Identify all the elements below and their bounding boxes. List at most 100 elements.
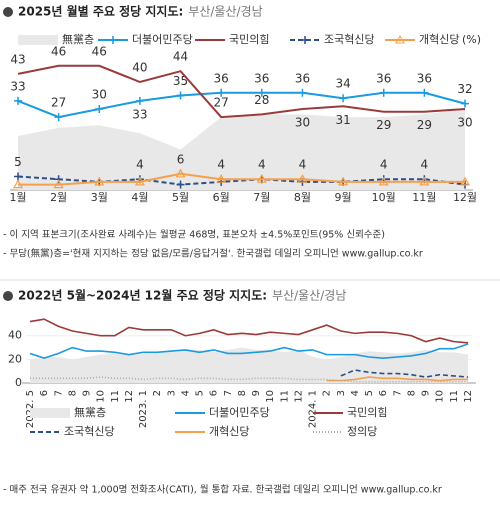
x-tick-label: 7 xyxy=(53,390,64,396)
marker xyxy=(12,179,24,189)
x-tick-label: 12 xyxy=(463,390,474,403)
marker xyxy=(134,176,145,186)
x-tick-label: 2 xyxy=(322,390,333,396)
data-label: 30 xyxy=(295,116,310,130)
data-label: 34 xyxy=(335,77,350,91)
note: - 매주 전국 유권자 약 1,000명 전화조사(CATI), 월 통합 자료… xyxy=(3,484,442,496)
area xyxy=(18,109,465,190)
marker xyxy=(54,113,63,122)
x-tick-label: 7 xyxy=(392,390,403,396)
data-label: 32 xyxy=(457,82,472,96)
x-tick-label: 2 xyxy=(152,390,163,396)
legend-label: 더불어민주당 xyxy=(132,33,193,46)
note: - 무당(無黨)층='현재 지지하는 정당 없음/모름/응답거절'. 한국갤럽 … xyxy=(3,248,423,260)
marker xyxy=(461,99,469,108)
x-tick-label: 2024. 1 xyxy=(308,390,319,428)
marker xyxy=(216,173,227,183)
line xyxy=(326,376,468,382)
marker xyxy=(378,176,389,186)
x-tick-label: 4 xyxy=(350,390,361,396)
data-label: 36 xyxy=(417,71,432,85)
legend-label: 無黨층 xyxy=(74,405,106,419)
data-label: 33 xyxy=(10,79,25,93)
marker xyxy=(297,173,308,183)
line xyxy=(17,91,466,119)
line xyxy=(17,64,466,119)
marker xyxy=(54,175,63,184)
note: - 이 지역 표본크기(조사완료 사례수)는 월평균 468명, 표본오차 ±4… xyxy=(3,229,385,241)
y-tick-label: 20 xyxy=(8,352,22,365)
data-label: 28 xyxy=(254,93,269,107)
legend-marker xyxy=(109,36,117,44)
x-tick-label: 8월 xyxy=(294,191,311,204)
y-tick-label: 40 xyxy=(8,329,22,342)
legend-marker xyxy=(395,34,405,44)
bullet xyxy=(3,291,13,301)
y-tick-label: 0 xyxy=(15,376,22,389)
x-tick-label: 11 xyxy=(449,390,460,403)
data-label: 40 xyxy=(132,61,147,75)
chart-title: 2022년 5월~2024년 12월 주요 정당 지지도: xyxy=(18,288,267,303)
marker xyxy=(95,105,104,113)
x-tick-label: 6 xyxy=(378,390,389,396)
legend-swatch xyxy=(18,35,58,45)
data-label: 36 xyxy=(376,71,391,85)
marker xyxy=(14,96,22,105)
chart-subtitle: 부산/울산/경남 xyxy=(272,289,346,303)
legend-label: 개혁신당 xyxy=(209,425,249,438)
marker xyxy=(14,172,22,181)
data-label: 6 xyxy=(177,152,185,166)
marker xyxy=(175,168,186,178)
legend-label: 조국혁신당 xyxy=(64,425,115,438)
x-tick-label: 5월 xyxy=(172,191,189,204)
area xyxy=(30,347,468,383)
x-tick-label: 3 xyxy=(166,390,177,396)
marker xyxy=(94,176,105,186)
x-tick-label: 12 xyxy=(293,390,304,403)
line xyxy=(340,369,469,378)
x-tick-label: 11 xyxy=(110,390,121,403)
data-label: 29 xyxy=(417,118,432,132)
x-tick-label: 9 xyxy=(421,390,432,396)
data-label: 5 xyxy=(14,155,22,169)
legend-label: 국민의힘 xyxy=(347,406,387,419)
data-label: 4 xyxy=(299,158,307,172)
x-tick-label: 6 xyxy=(39,390,50,396)
data-label: 27 xyxy=(214,96,229,110)
marker xyxy=(53,179,64,189)
x-tick-label: 10 xyxy=(265,390,276,403)
line xyxy=(30,376,468,383)
x-tick-label: 5 xyxy=(195,390,206,396)
x-tick-label: 8 xyxy=(67,390,78,396)
x-tick-label: 12 xyxy=(124,390,135,403)
marker xyxy=(338,176,349,186)
data-label: 46 xyxy=(51,44,66,58)
data-label: 44 xyxy=(173,50,188,64)
legend-label: 개혁신당 xyxy=(419,33,459,46)
data-label: 36 xyxy=(214,71,229,85)
marker xyxy=(420,88,429,97)
x-tick-label: 4 xyxy=(180,390,191,396)
data-label: 4 xyxy=(217,158,225,172)
line xyxy=(18,172,465,186)
data-label: 4 xyxy=(258,158,266,172)
data-label: 33 xyxy=(132,107,147,121)
bullet xyxy=(3,7,13,17)
x-tick-label: 7 xyxy=(223,390,234,396)
chart-subtitle: 부산/울산/경남 xyxy=(188,5,262,19)
x-tick-label: 10 xyxy=(435,390,446,403)
x-tick-label: 12월 xyxy=(453,191,477,204)
x-tick-label: 3월 xyxy=(91,191,108,204)
line xyxy=(29,343,469,360)
marker xyxy=(176,180,185,189)
marker xyxy=(217,88,226,97)
x-tick-label: 4월 xyxy=(131,191,148,204)
marker xyxy=(339,94,348,103)
x-tick-label: 9월 xyxy=(335,191,352,204)
data-label: 4 xyxy=(136,158,144,172)
legend-label: 無黨층 xyxy=(62,32,94,46)
marker xyxy=(135,96,144,105)
x-tick-label: 11 xyxy=(279,390,290,403)
data-label: 35 xyxy=(173,74,188,88)
